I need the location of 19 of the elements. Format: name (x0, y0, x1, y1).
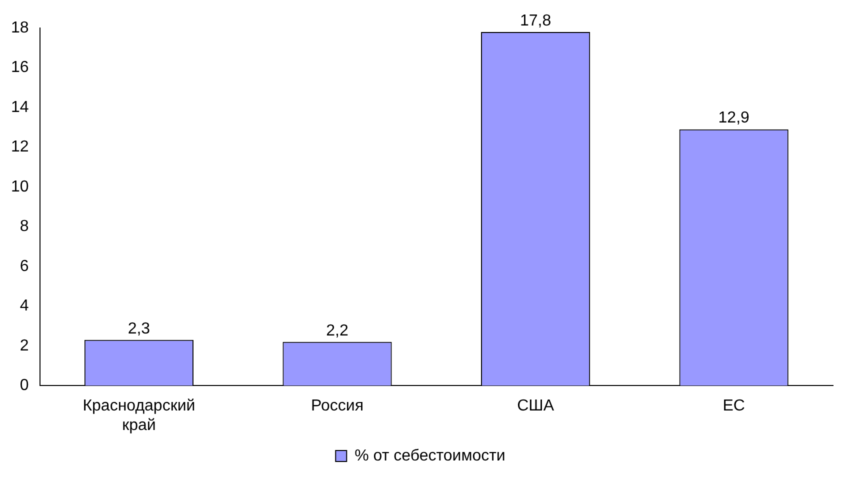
y-tick-label: 12 (11, 138, 29, 156)
x-tick-label: Краснодарский край (82, 398, 196, 434)
data-label: 12,9 (718, 110, 750, 127)
y-tick-label: 6 (20, 258, 29, 275)
y-tick-label: 2 (20, 337, 29, 354)
y-tick-label: 18 (11, 19, 29, 36)
y-tick-label: 14 (11, 98, 29, 116)
y-tick-label: 4 (20, 298, 29, 315)
y-tick-label: 0 (20, 377, 29, 394)
x-tick-label: ЕС (722, 398, 745, 415)
y-tick-label: 10 (11, 178, 29, 196)
x-tick-label: Россия (311, 398, 364, 415)
data-label: 2,3 (128, 320, 150, 338)
legend-label: % от себестоимости (354, 447, 506, 464)
x-tick-label: США (517, 398, 554, 415)
data-label: 2,2 (326, 322, 348, 340)
data-label: 17,8 (520, 12, 552, 30)
y-tick-label: 8 (20, 218, 29, 236)
y-tick-label: 16 (11, 59, 29, 76)
